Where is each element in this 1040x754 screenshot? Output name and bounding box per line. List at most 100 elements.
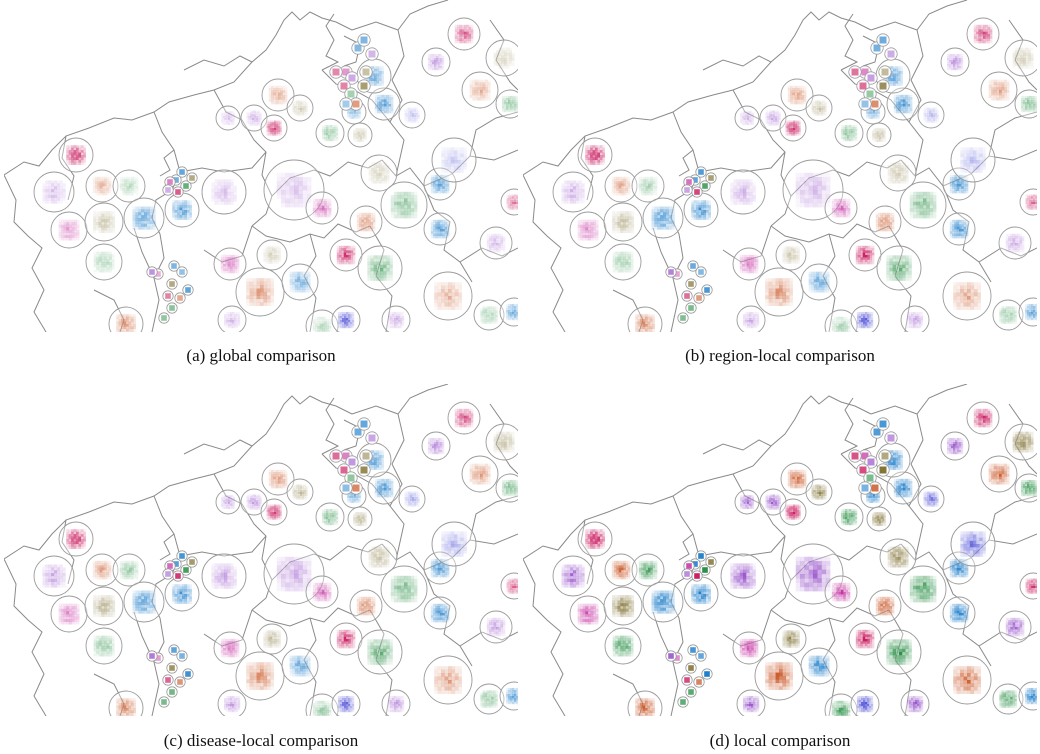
glyph-cell (296, 108, 299, 111)
glyph-cell (458, 296, 462, 300)
glyph-cell (226, 123, 229, 126)
glyph-cell (133, 321, 136, 325)
glyph-cell (654, 183, 658, 187)
glyph-cell (172, 205, 175, 208)
glyph-cell (273, 95, 276, 98)
glyph-cell (303, 108, 306, 111)
glyph-cell (486, 236, 490, 239)
disease-glyph (683, 192, 719, 228)
glyph-cell (233, 192, 237, 196)
glyph-cell (474, 87, 478, 91)
glyph-cell (514, 312, 517, 315)
glyph-cell (509, 314, 513, 317)
glyph-cell (484, 310, 487, 313)
glyph-cell (480, 79, 483, 83)
glyph-cell (328, 326, 332, 329)
glyph-cell (512, 104, 515, 107)
glyph-cell (95, 213, 99, 217)
glyph-cell (458, 302, 462, 307)
glyph-cell (371, 180, 374, 184)
glyph-cell (501, 104, 505, 107)
glyph-cell (564, 183, 568, 187)
glyph-cell (795, 177, 801, 182)
glyph-cell (628, 269, 631, 273)
glyph-ring (347, 122, 373, 148)
glyph-cell (794, 120, 797, 123)
glyph-cell (112, 227, 116, 231)
glyph-cell (745, 123, 748, 126)
glyph-cell (360, 135, 362, 137)
glyph-cell (866, 117, 868, 120)
glyph-cell (510, 207, 513, 210)
glyph-cell (671, 223, 675, 227)
glyph-cell (879, 131, 881, 134)
glyph-cell (514, 110, 517, 113)
glyph-cell (617, 224, 621, 228)
glyph-cell (905, 167, 909, 171)
glyph-cell (325, 135, 329, 138)
glyph-cell (898, 94, 901, 98)
glyph-cell (733, 185, 737, 189)
glyph-cell (836, 203, 839, 206)
glyph-cell (306, 190, 312, 195)
glyph-cell (305, 276, 308, 280)
glyph-cell (410, 198, 415, 202)
disease-glyph (627, 306, 663, 332)
glyph-cell (189, 207, 192, 211)
glyph-cell (149, 215, 153, 219)
glyph-cell (794, 101, 798, 105)
glyph-cell (104, 256, 107, 260)
glyph-cell (400, 208, 405, 212)
glyph-cell (884, 136, 887, 139)
glyph-cell (794, 99, 798, 103)
glyph-cell (227, 313, 231, 317)
glyph-cell (279, 120, 282, 123)
glyph-cell (302, 202, 308, 208)
glyph-cell (361, 222, 364, 225)
glyph-cell (641, 192, 644, 196)
glyph-cell (773, 116, 776, 119)
glyph-cell (822, 106, 825, 109)
disease-glyph (349, 205, 383, 239)
glyph-cell (298, 100, 301, 103)
glyph-cell (234, 259, 238, 262)
glyph-cell (109, 254, 112, 257)
glyph-ring (485, 39, 518, 77)
glyph-cell (878, 222, 881, 225)
glyph-cell (279, 131, 282, 134)
glyph-cell (343, 317, 347, 321)
glyph-cell (919, 195, 924, 199)
glyph-cell (923, 198, 927, 202)
glyph-cell (903, 170, 906, 174)
glyph-cell (882, 224, 886, 227)
glyph-cell (743, 179, 747, 183)
glyph-cell (616, 188, 619, 191)
glyph-cell (371, 178, 374, 181)
glyph-cell (796, 120, 799, 123)
glyph-cell (503, 97, 507, 101)
glyph-cell (389, 264, 393, 269)
glyph-cell (102, 192, 105, 196)
glyph-cell (73, 162, 77, 165)
glyph-cell (739, 179, 744, 183)
glyph-cell (585, 219, 589, 223)
glyph-cell (266, 292, 271, 296)
glyph-cell (96, 269, 99, 273)
glyph-cell (129, 179, 132, 182)
glyph-cell (846, 135, 850, 138)
glyph-cell (341, 326, 345, 329)
glyph-cell (745, 119, 748, 122)
glyph-cell (104, 219, 107, 223)
glyph-cell (482, 95, 486, 98)
glyph-cell (410, 107, 413, 110)
glyph-cell (274, 252, 277, 256)
glyph-cell (122, 176, 125, 180)
disease-glyph (423, 271, 473, 321)
glyph-cell (617, 259, 621, 263)
glyph-cell (45, 189, 49, 193)
glyph-cell (898, 97, 901, 100)
glyph-cell (654, 190, 658, 194)
glyph-cell (116, 316, 119, 320)
glyph-cell (297, 287, 301, 290)
glyph-cell (599, 157, 603, 161)
